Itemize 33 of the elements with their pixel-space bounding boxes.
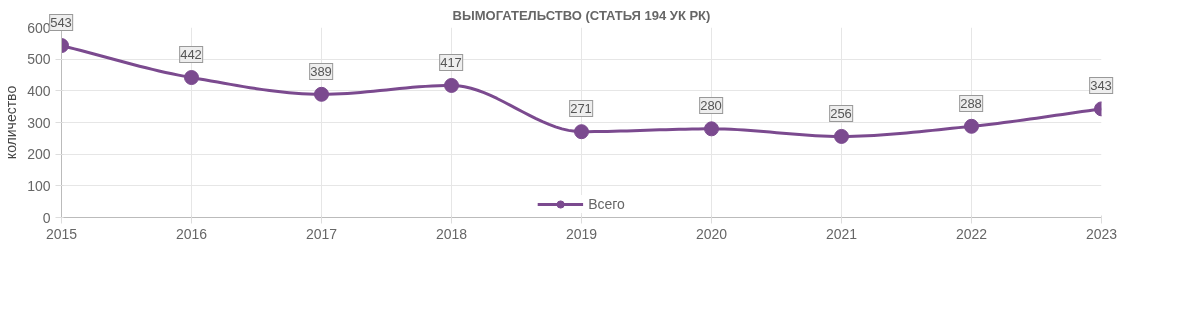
y-tick-label: 100 [27,177,51,194]
point [704,121,719,137]
x-tick-label: 2021 [825,225,858,242]
data-label: 442 [179,46,203,64]
x-tick-label: 2022 [955,225,988,242]
x-tick-label: 2023 [1085,225,1118,242]
data-label: 271 [569,100,593,118]
y-tick-label: 400 [27,82,51,99]
y-tick-label: 500 [27,51,51,68]
point [964,118,979,134]
data-label: 288 [959,94,983,112]
data-label: 343 [1089,77,1113,95]
point [184,70,199,86]
x-tick-label: 2018 [435,225,468,242]
point [834,128,849,144]
point [574,124,589,140]
y-tick-label: 300 [27,114,51,131]
data-label: 280 [699,97,723,115]
x-tick-label: 2019 [565,225,598,242]
legend-label: Всего [588,196,625,212]
data-label: 256 [829,104,853,122]
x-tick-label: 2020 [695,225,728,242]
y-axis-title: количество [3,85,20,160]
point [444,77,459,93]
x-tick-label: 2015 [45,225,78,242]
data-label: 417 [439,53,463,71]
x-tick-label: 2017 [305,225,338,242]
y-tick-label: 0 [42,209,51,226]
x-tick-label: 2016 [175,225,208,242]
chart-title: ВЫМОГАТЕЛЬСТВО (СТАТЬЯ 194 УК РК) [452,7,711,23]
point [314,86,329,102]
data-label: 389 [309,62,333,80]
y-tick-label: 200 [27,146,51,163]
